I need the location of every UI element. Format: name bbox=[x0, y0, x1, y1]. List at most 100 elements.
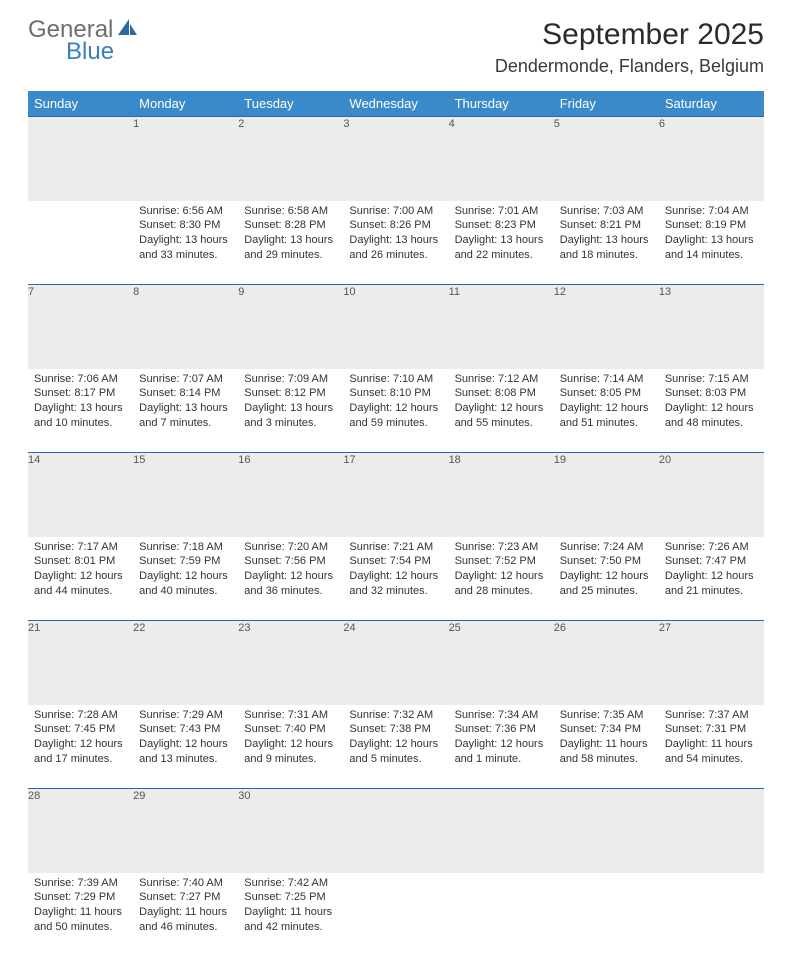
day-content-cell: Sunrise: 7:42 AMSunset: 7:25 PMDaylight:… bbox=[238, 873, 343, 957]
day-number-cell: 24 bbox=[343, 621, 448, 705]
daylight-text: Daylight: 12 hours and 36 minutes. bbox=[244, 569, 337, 599]
day-content-cell: Sunrise: 7:17 AMSunset: 8:01 PMDaylight:… bbox=[28, 537, 133, 621]
sunrise-text: Sunrise: 7:21 AM bbox=[349, 540, 442, 555]
weekday-header: Thursday bbox=[449, 91, 554, 117]
header-bar: General Blue September 2025 Dendermonde,… bbox=[28, 18, 764, 77]
daylight-text: Daylight: 12 hours and 13 minutes. bbox=[139, 737, 232, 767]
day-number-cell: 19 bbox=[554, 453, 659, 537]
day-content-cell: Sunrise: 7:09 AMSunset: 8:12 PMDaylight:… bbox=[238, 369, 343, 453]
sunset-text: Sunset: 8:28 PM bbox=[244, 218, 337, 233]
day-number-row: 282930 bbox=[28, 789, 764, 873]
day-number-row: 78910111213 bbox=[28, 285, 764, 369]
day-number-cell: 8 bbox=[133, 285, 238, 369]
daylight-text: Daylight: 11 hours and 42 minutes. bbox=[244, 905, 337, 935]
sunset-text: Sunset: 8:10 PM bbox=[349, 386, 442, 401]
day-content-cell: Sunrise: 6:56 AMSunset: 8:30 PMDaylight:… bbox=[133, 201, 238, 285]
day-number-cell: 9 bbox=[238, 285, 343, 369]
sunset-text: Sunset: 8:21 PM bbox=[560, 218, 653, 233]
sunrise-text: Sunrise: 7:15 AM bbox=[665, 372, 758, 387]
sunrise-text: Sunrise: 7:39 AM bbox=[34, 876, 127, 891]
sunset-text: Sunset: 8:17 PM bbox=[34, 386, 127, 401]
day-number-cell: 22 bbox=[133, 621, 238, 705]
day-content-cell: Sunrise: 7:23 AMSunset: 7:52 PMDaylight:… bbox=[449, 537, 554, 621]
day-content-row: Sunrise: 6:56 AMSunset: 8:30 PMDaylight:… bbox=[28, 201, 764, 285]
day-content-cell: Sunrise: 7:18 AMSunset: 7:59 PMDaylight:… bbox=[133, 537, 238, 621]
sunset-text: Sunset: 8:14 PM bbox=[139, 386, 232, 401]
month-title: September 2025 bbox=[495, 18, 764, 52]
day-content-cell: Sunrise: 6:58 AMSunset: 8:28 PMDaylight:… bbox=[238, 201, 343, 285]
daylight-text: Daylight: 12 hours and 5 minutes. bbox=[349, 737, 442, 767]
day-number-cell bbox=[554, 789, 659, 873]
calendar-header-row: SundayMondayTuesdayWednesdayThursdayFrid… bbox=[28, 91, 764, 117]
daylight-text: Daylight: 13 hours and 22 minutes. bbox=[455, 233, 548, 263]
day-content-cell: Sunrise: 7:14 AMSunset: 8:05 PMDaylight:… bbox=[554, 369, 659, 453]
sunrise-text: Sunrise: 7:37 AM bbox=[665, 708, 758, 723]
daylight-text: Daylight: 11 hours and 46 minutes. bbox=[139, 905, 232, 935]
sunset-text: Sunset: 7:56 PM bbox=[244, 554, 337, 569]
day-number-cell bbox=[28, 117, 133, 201]
weekday-header: Sunday bbox=[28, 91, 133, 117]
day-number-cell: 3 bbox=[343, 117, 448, 201]
day-number-cell: 6 bbox=[659, 117, 764, 201]
sunset-text: Sunset: 8:12 PM bbox=[244, 386, 337, 401]
day-content-cell: Sunrise: 7:39 AMSunset: 7:29 PMDaylight:… bbox=[28, 873, 133, 957]
day-content-cell: Sunrise: 7:12 AMSunset: 8:08 PMDaylight:… bbox=[449, 369, 554, 453]
daylight-text: Daylight: 12 hours and 9 minutes. bbox=[244, 737, 337, 767]
day-content-row: Sunrise: 7:28 AMSunset: 7:45 PMDaylight:… bbox=[28, 705, 764, 789]
daylight-text: Daylight: 12 hours and 44 minutes. bbox=[34, 569, 127, 599]
daylight-text: Daylight: 13 hours and 29 minutes. bbox=[244, 233, 337, 263]
daylight-text: Daylight: 11 hours and 50 minutes. bbox=[34, 905, 127, 935]
daylight-text: Daylight: 13 hours and 7 minutes. bbox=[139, 401, 232, 431]
day-number-cell bbox=[343, 789, 448, 873]
day-number-row: 123456 bbox=[28, 117, 764, 201]
day-content-cell: Sunrise: 7:40 AMSunset: 7:27 PMDaylight:… bbox=[133, 873, 238, 957]
day-number-cell: 21 bbox=[28, 621, 133, 705]
sunrise-text: Sunrise: 7:20 AM bbox=[244, 540, 337, 555]
day-number-row: 21222324252627 bbox=[28, 621, 764, 705]
daylight-text: Daylight: 13 hours and 18 minutes. bbox=[560, 233, 653, 263]
day-number-cell: 10 bbox=[343, 285, 448, 369]
brand-text: General Blue bbox=[28, 18, 138, 64]
sunrise-text: Sunrise: 6:58 AM bbox=[244, 204, 337, 219]
weekday-header: Wednesday bbox=[343, 91, 448, 117]
sunrise-text: Sunrise: 7:09 AM bbox=[244, 372, 337, 387]
day-number-cell: 13 bbox=[659, 285, 764, 369]
daylight-text: Daylight: 12 hours and 48 minutes. bbox=[665, 401, 758, 431]
daylight-text: Daylight: 12 hours and 55 minutes. bbox=[455, 401, 548, 431]
sunrise-text: Sunrise: 7:34 AM bbox=[455, 708, 548, 723]
sunset-text: Sunset: 7:25 PM bbox=[244, 890, 337, 905]
day-content-cell: Sunrise: 7:01 AMSunset: 8:23 PMDaylight:… bbox=[449, 201, 554, 285]
sunrise-text: Sunrise: 7:10 AM bbox=[349, 372, 442, 387]
sunrise-text: Sunrise: 7:23 AM bbox=[455, 540, 548, 555]
sunrise-text: Sunrise: 7:14 AM bbox=[560, 372, 653, 387]
sunset-text: Sunset: 7:34 PM bbox=[560, 722, 653, 737]
daylight-text: Daylight: 12 hours and 1 minute. bbox=[455, 737, 548, 767]
sunrise-text: Sunrise: 7:24 AM bbox=[560, 540, 653, 555]
day-content-cell: Sunrise: 7:03 AMSunset: 8:21 PMDaylight:… bbox=[554, 201, 659, 285]
daylight-text: Daylight: 13 hours and 26 minutes. bbox=[349, 233, 442, 263]
day-content-cell: Sunrise: 7:31 AMSunset: 7:40 PMDaylight:… bbox=[238, 705, 343, 789]
daylight-text: Daylight: 12 hours and 17 minutes. bbox=[34, 737, 127, 767]
daylight-text: Daylight: 12 hours and 51 minutes. bbox=[560, 401, 653, 431]
sunrise-text: Sunrise: 7:04 AM bbox=[665, 204, 758, 219]
day-content-cell: Sunrise: 7:10 AMSunset: 8:10 PMDaylight:… bbox=[343, 369, 448, 453]
sunset-text: Sunset: 7:38 PM bbox=[349, 722, 442, 737]
sunset-text: Sunset: 7:54 PM bbox=[349, 554, 442, 569]
day-content-cell: Sunrise: 7:34 AMSunset: 7:36 PMDaylight:… bbox=[449, 705, 554, 789]
sunrise-text: Sunrise: 7:28 AM bbox=[34, 708, 127, 723]
day-number-cell bbox=[449, 789, 554, 873]
day-content-cell: Sunrise: 7:21 AMSunset: 7:54 PMDaylight:… bbox=[343, 537, 448, 621]
day-content-cell: Sunrise: 7:35 AMSunset: 7:34 PMDaylight:… bbox=[554, 705, 659, 789]
daylight-text: Daylight: 12 hours and 32 minutes. bbox=[349, 569, 442, 599]
daylight-text: Daylight: 11 hours and 54 minutes. bbox=[665, 737, 758, 767]
day-number-cell: 27 bbox=[659, 621, 764, 705]
day-content-cell: Sunrise: 7:26 AMSunset: 7:47 PMDaylight:… bbox=[659, 537, 764, 621]
day-content-cell: Sunrise: 7:04 AMSunset: 8:19 PMDaylight:… bbox=[659, 201, 764, 285]
sunrise-text: Sunrise: 7:03 AM bbox=[560, 204, 653, 219]
day-content-row: Sunrise: 7:06 AMSunset: 8:17 PMDaylight:… bbox=[28, 369, 764, 453]
sunset-text: Sunset: 8:23 PM bbox=[455, 218, 548, 233]
day-number-cell: 29 bbox=[133, 789, 238, 873]
sunrise-text: Sunrise: 7:12 AM bbox=[455, 372, 548, 387]
weekday-header: Tuesday bbox=[238, 91, 343, 117]
calendar-table: SundayMondayTuesdayWednesdayThursdayFrid… bbox=[28, 91, 764, 957]
